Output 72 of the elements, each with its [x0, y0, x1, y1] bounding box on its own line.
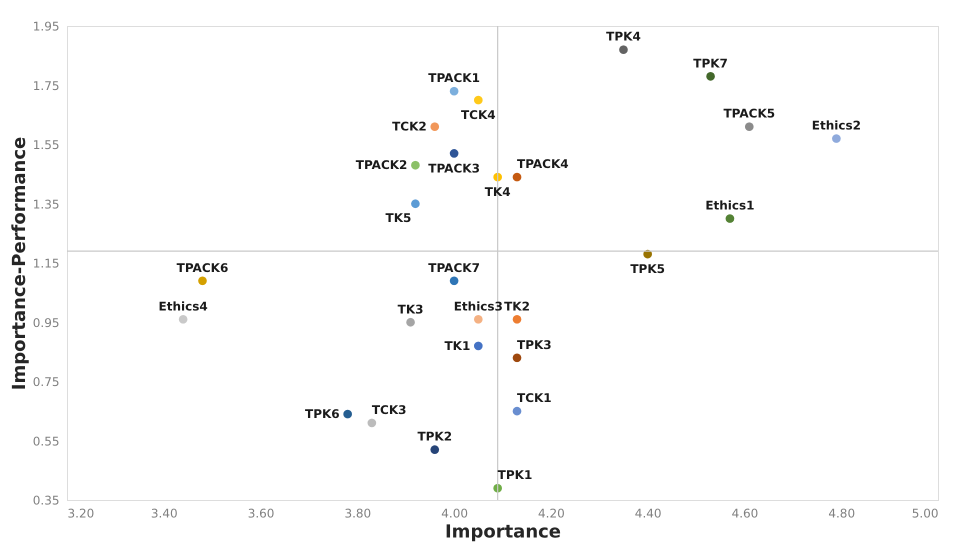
- series-label: TCK4: [460, 108, 496, 122]
- series-label: Ethics4: [158, 299, 208, 314]
- x-tick-label: 3.40: [150, 506, 178, 520]
- point: [619, 45, 628, 54]
- point: [512, 172, 522, 182]
- series-label: TK4: [484, 185, 511, 200]
- point: [198, 276, 207, 286]
- point: [343, 410, 352, 418]
- x-tick-label: 4.20: [538, 506, 565, 520]
- point: [450, 149, 458, 158]
- series-label: TPACK5: [723, 106, 776, 121]
- series-label: Ethics1: [705, 198, 755, 213]
- series-label: TPACK4: [517, 157, 569, 172]
- point: [512, 353, 522, 362]
- point: [450, 86, 458, 96]
- series-label: TCK3: [372, 402, 406, 417]
- point: [406, 318, 415, 327]
- series-label: TPK4: [606, 30, 641, 44]
- x-tick-label: 4.00: [441, 506, 468, 520]
- point: [450, 276, 458, 286]
- y-tick-label: 1.95: [32, 20, 60, 34]
- series-label: TPACK2: [356, 158, 408, 172]
- point: [411, 160, 420, 170]
- y-tick-label: 0.55: [32, 434, 60, 448]
- y-tick-label: 1.35: [32, 197, 60, 212]
- point: [744, 122, 754, 132]
- series-label: TPK3: [517, 338, 552, 352]
- point: [474, 342, 483, 350]
- series-label: TCK1: [517, 391, 552, 406]
- series-label: TK5: [386, 210, 412, 225]
- point: [706, 72, 715, 81]
- point: [474, 314, 483, 324]
- series-label: TK2: [504, 299, 530, 314]
- point: [512, 314, 522, 324]
- series-label: TPK7: [693, 56, 728, 70]
- x-tick-label: 3.80: [344, 506, 372, 520]
- series-label: TPK1: [498, 468, 532, 482]
- series-label: TPACK7: [428, 260, 480, 275]
- point: [178, 314, 188, 324]
- series-label: Ethics3: [454, 299, 503, 314]
- x-tick-label: 4.80: [828, 506, 856, 520]
- y-tick-label: 1.75: [32, 78, 60, 93]
- point: [726, 214, 734, 223]
- x-tick-label: 3.60: [248, 506, 274, 520]
- series-label: TPACK1: [428, 71, 480, 86]
- y-axis-title: Importance-Performance: [8, 136, 30, 390]
- series-label: TPK6: [305, 407, 340, 422]
- point: [832, 134, 841, 143]
- point: [411, 199, 420, 208]
- point: [430, 122, 440, 132]
- x-axis-title: Importance: [444, 522, 562, 542]
- y-tick-label: 1.15: [32, 256, 60, 270]
- x-tick-label: 3.20: [68, 506, 94, 520]
- series-label: TPACK6: [176, 260, 228, 275]
- series-label: TK3: [398, 302, 424, 316]
- point: [512, 406, 522, 416]
- series-label: TK1: [444, 338, 470, 353]
- point: [430, 445, 440, 454]
- series-label: TCK2: [392, 120, 427, 134]
- series-label: TPACK3: [428, 161, 480, 176]
- series-label: Ethics2: [812, 118, 861, 133]
- x-tick-label: 4.40: [634, 506, 662, 520]
- y-tick-label: 0.75: [32, 375, 60, 389]
- y-tick-label: 0.35: [32, 494, 60, 508]
- y-tick-label: 0.95: [32, 316, 60, 330]
- series-label: TPK5: [630, 262, 665, 276]
- point: [474, 96, 483, 104]
- x-tick-label: 5.00: [912, 506, 938, 520]
- point: [368, 418, 376, 428]
- x-tick-label: 4.60: [732, 506, 758, 520]
- y-tick-label: 1.55: [32, 138, 60, 152]
- series-label: TPK2: [417, 430, 452, 444]
